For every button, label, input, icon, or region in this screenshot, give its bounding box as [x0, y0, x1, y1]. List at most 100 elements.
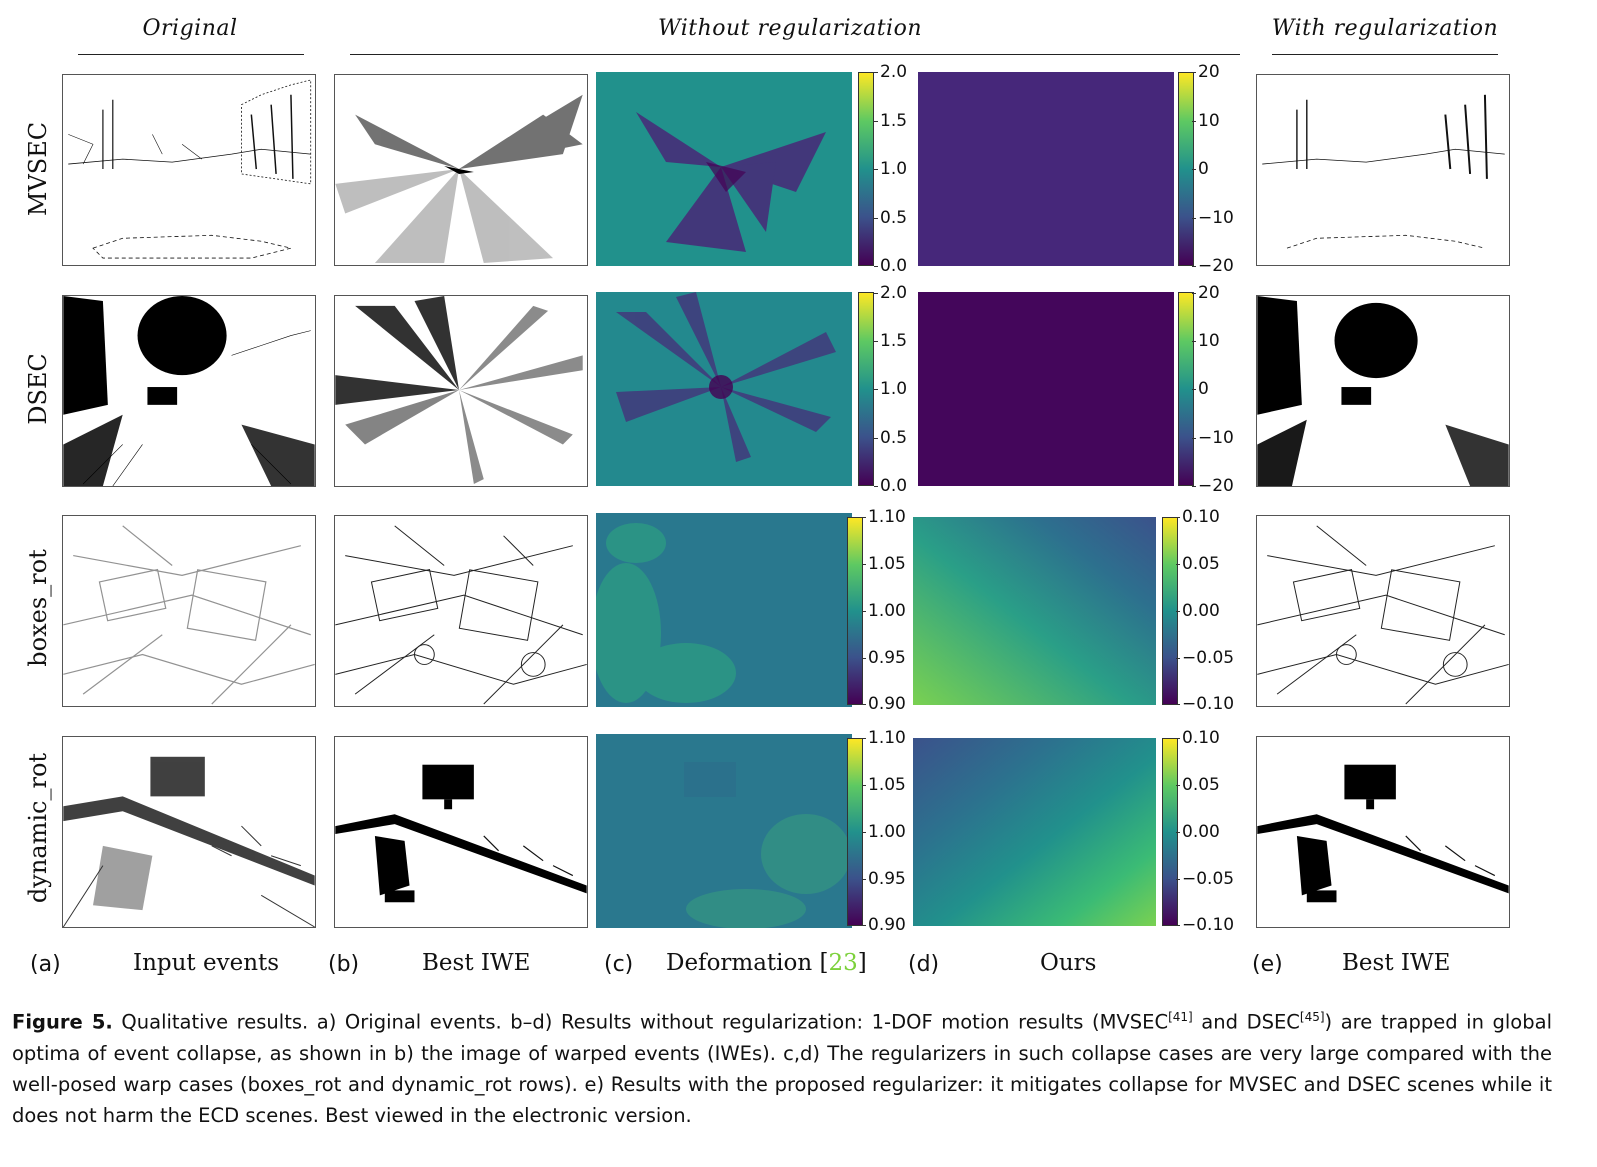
colorbar-dsec-deformation: [858, 292, 874, 486]
tick: 1.0: [873, 159, 908, 179]
panel-boxes-best-iwe: [334, 515, 588, 707]
header-without-rule: [350, 54, 1240, 55]
event-image: [1257, 296, 1509, 486]
figure-caption: Figure 5. Qualitative results. a) Origin…: [12, 1002, 1552, 1131]
panel-dynamic-best-iwe: [334, 736, 588, 928]
column-letter-a: (a): [30, 952, 61, 977]
tick: 0.90: [862, 915, 906, 935]
tick: 0.00: [1176, 822, 1220, 842]
tick: 1.10: [862, 728, 906, 748]
tick: −10: [1192, 428, 1234, 448]
tick: −0.10: [1175, 694, 1235, 714]
deformation-map: [596, 523, 736, 703]
colorbar-boxes-deformation: [847, 517, 863, 705]
tick: −20: [1192, 476, 1234, 496]
event-image: [68, 79, 312, 259]
tick: 0.90: [862, 694, 906, 714]
caption-text-2: and DSEC: [1192, 1010, 1300, 1034]
panel-dsec-input-events: [62, 295, 316, 487]
tick: 1.00: [862, 601, 906, 621]
header-without-regularization: Without regularization: [657, 16, 922, 41]
tick: 0.95: [862, 869, 906, 889]
panel-mvsec-input-events: [62, 74, 316, 266]
header-original: Original: [142, 16, 238, 41]
deformation-label-close: ]: [857, 950, 867, 976]
panel-dynamic-with-regularization: [1256, 736, 1510, 928]
tick: 0.10: [1176, 728, 1220, 748]
caption-citation-45[interactable]: [45]: [1299, 1010, 1325, 1024]
deformation-map: [636, 112, 826, 252]
row-label-dsec: DSEC: [24, 353, 52, 425]
tick: 0.05: [1176, 775, 1220, 795]
panel-dsec-ours: [918, 292, 1174, 486]
tick: 10: [1192, 111, 1220, 131]
tick: −0.10: [1175, 915, 1235, 935]
tick: 0.0: [873, 476, 908, 496]
panel-mvsec-best-iwe: [334, 74, 588, 266]
event-image: [63, 296, 315, 486]
tick: 10: [1192, 331, 1220, 351]
column-label-input-events: Input events: [133, 950, 280, 976]
panel-boxes-ours: [913, 517, 1156, 705]
row-label-dynamic-rot: dynamic_rot: [24, 752, 52, 904]
event-image: [1257, 525, 1509, 705]
warped-event-image: [335, 94, 583, 264]
warped-event-image: [335, 525, 587, 705]
panel-dynamic-deformation: [596, 734, 852, 928]
panel-dynamic-ours: [913, 738, 1156, 926]
panel-boxes-input-events: [62, 515, 316, 707]
tick: 1.5: [873, 331, 908, 351]
warped-event-image: [335, 764, 587, 903]
tick: 0: [1192, 379, 1209, 399]
deformation-citation[interactable]: 23: [828, 950, 858, 976]
tick: 20: [1192, 283, 1220, 303]
tick: 1.00: [862, 822, 906, 842]
caption-text-3: ) are trapped in global optima of event …: [12, 1010, 1552, 1127]
tick: 0.95: [862, 648, 906, 668]
tick: 1.05: [862, 554, 906, 574]
header-with-regularization: With regularization: [1271, 16, 1499, 41]
column-letter-b: (b): [328, 952, 360, 977]
panel-dynamic-input-events: [62, 736, 316, 928]
column-letter-c: (c): [604, 952, 634, 977]
event-image: [1262, 94, 1505, 249]
panel-mvsec-with-regularization: [1256, 74, 1510, 266]
panel-mvsec-deformation: [596, 72, 852, 266]
tick: 1.10: [862, 507, 906, 527]
event-image: [63, 756, 315, 927]
tick: −0.05: [1175, 648, 1235, 668]
tick: −10: [1192, 208, 1234, 228]
caption-citation-41[interactable]: [41]: [1168, 1010, 1193, 1024]
tick: 2.0: [873, 62, 908, 82]
tick: 0.5: [873, 208, 908, 228]
tick: 0.00: [1176, 601, 1220, 621]
row-label-mvsec: MVSEC: [24, 121, 52, 217]
deformation-label-text: Deformation [: [666, 950, 829, 976]
tick: 1.0: [873, 379, 908, 399]
tick: 0.05: [1176, 554, 1220, 574]
column-letter-d: (d): [908, 952, 940, 977]
tick: 0: [1192, 159, 1209, 179]
tick: 20: [1192, 62, 1220, 82]
tick: 2.0: [873, 283, 908, 303]
tick: −0.05: [1175, 869, 1235, 889]
warped-event-image: [335, 296, 583, 485]
colorbar-dynamic-deformation: [847, 738, 863, 926]
tick: 1.5: [873, 111, 908, 131]
tick: 0.10: [1176, 507, 1220, 527]
header-original-rule: [78, 54, 304, 55]
deformation-map: [616, 292, 836, 462]
caption-title: Figure 5.: [12, 1010, 113, 1034]
header-with-rule: [1272, 54, 1498, 55]
column-label-ours: Ours: [1040, 950, 1097, 976]
colorbar-mvsec-deformation: [858, 72, 874, 266]
tick: −20: [1192, 256, 1234, 276]
panel-mvsec-ours: [918, 72, 1174, 266]
panel-boxes-with-regularization: [1256, 515, 1510, 707]
row-label-boxes-rot: boxes_rot: [24, 549, 52, 667]
panel-dsec-with-regularization: [1256, 295, 1510, 487]
deformation-map: [684, 762, 851, 928]
panel-boxes-deformation: [596, 513, 852, 707]
column-label-deformation: Deformation [23]: [666, 950, 867, 976]
tick: 0.0: [873, 256, 908, 276]
